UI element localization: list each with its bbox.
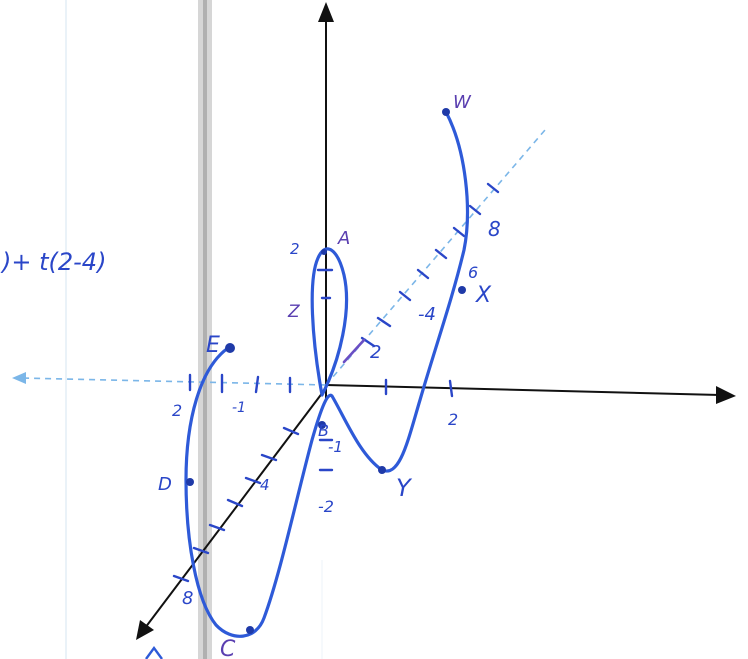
point-a [321,249,327,255]
curve-main [184,110,470,638]
point-x [458,286,466,294]
z-number-neg2: -2 [318,497,334,516]
y-axis-negative [144,387,327,629]
curve-points [186,108,466,634]
z-axis-arrowhead [318,2,334,22]
y-axis-arrowhead [136,620,154,640]
parametric-curve [184,110,470,638]
tick-marks [172,182,500,583]
x-axis-arrowhead [716,386,736,404]
z-number-2: 2 [290,240,300,258]
point-d [186,478,194,486]
x-number-2: 2 [448,410,458,429]
x-number-neg2: 2 [172,401,182,420]
point-w [442,108,450,116]
label-w: W [453,92,472,113]
label-e: E [206,333,220,358]
label-d: D [158,474,172,495]
axis-numbers: 2 -1 -2 2 -1 2 2 4 8 -4 6 8 [172,217,501,609]
label-b: B [318,421,329,440]
label-a: A [337,228,350,249]
label-y: Y [396,474,413,502]
label-z: Z [287,302,300,322]
label-c: C [220,637,236,659]
label-x: X [475,283,492,308]
y-number-6: 6 [468,263,478,282]
y-number-2: 2 [370,342,381,363]
formula-fragment: )+ t(2-4) [0,248,106,276]
x-axis-positive [325,384,721,396]
caret-mark [145,645,163,659]
y-number-8: 8 [182,588,193,609]
x-number-neg1: -1 [232,400,246,416]
y-number-4: 4 [260,476,270,494]
y-number-8b: 8 [488,217,501,241]
coordinate-axes [12,2,736,640]
curve-loop-a [310,247,349,397]
notebook-margin [65,0,323,659]
y-number-neg4: -4 [418,304,436,325]
curve-shading [342,338,366,364]
point-y [378,466,386,474]
point-b [318,421,326,429]
z-number-neg1: -1 [328,438,343,456]
x-axis-negative-arrowhead [12,372,26,384]
x-axis-negative [21,377,327,386]
point-c [246,626,254,634]
point-labels: W X Y A B C D E Z [158,92,492,659]
point-e [225,343,235,353]
